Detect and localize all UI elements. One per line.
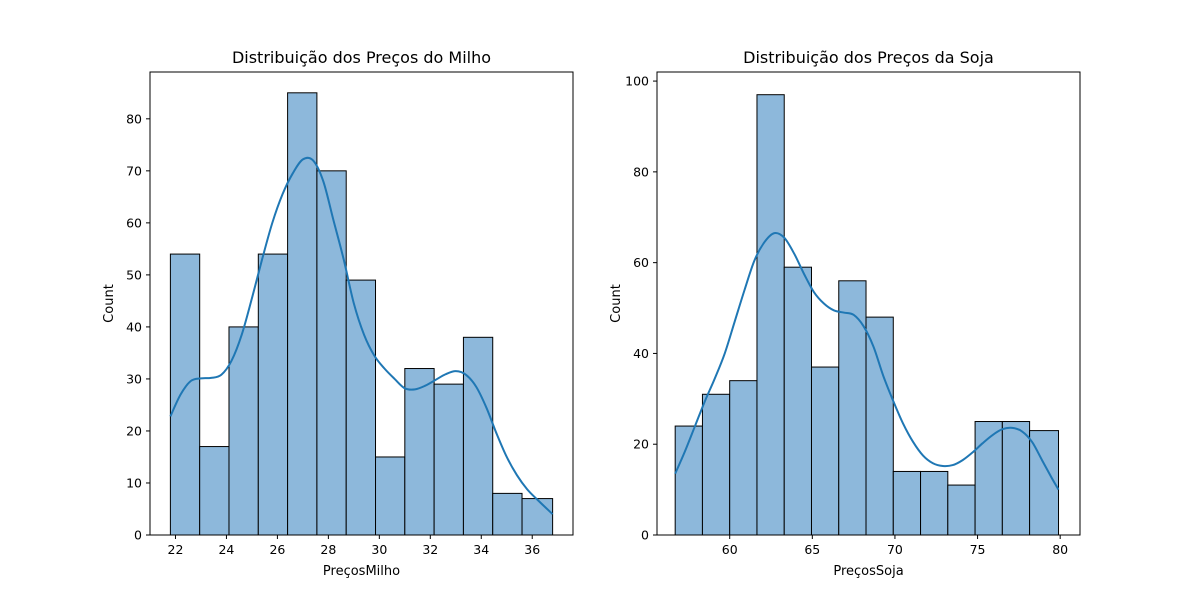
y-tick-label: 100 [625, 74, 649, 89]
x-tick-label: 32 [422, 542, 438, 557]
x-tick-label: 65 [804, 542, 820, 557]
yticks-milho: 0 10 20 30 40 50 60 70 80 [126, 111, 150, 543]
histogram-bar [729, 380, 758, 536]
x-tick-label: 24 [218, 542, 234, 557]
histogram-bar [756, 94, 785, 536]
x-tick-label: 22 [168, 542, 184, 557]
y-tick-label: 0 [641, 528, 649, 543]
histogram-bar [257, 253, 289, 536]
yticks-soja: 0 20 40 60 80 100 [625, 74, 657, 543]
kde-milho [169, 156, 554, 515]
histogram-bar [404, 368, 435, 536]
histogram-bar [701, 393, 731, 536]
x-tick-label: 75 [970, 542, 986, 557]
histogram-bar [838, 280, 867, 536]
histogram-bar [521, 498, 554, 536]
histogram-bar [433, 383, 464, 536]
histogram-bar [228, 326, 259, 536]
histogram-bar [345, 279, 377, 536]
y-tick-label: 20 [633, 437, 649, 452]
x-tick-label: 34 [473, 542, 489, 557]
histogram-bar [375, 456, 406, 536]
histogram-bar [892, 470, 922, 536]
chart-title-soja: Distribuição dos Preços da Soja [743, 48, 994, 67]
x-tick-label: 30 [371, 542, 387, 557]
histogram-bar [316, 170, 347, 536]
axes-frame-milho [149, 71, 574, 536]
axes-frame-soja [656, 71, 1081, 536]
histogram-bar [947, 484, 976, 536]
x-tick-label: 28 [320, 542, 336, 557]
histogram-bar [492, 492, 523, 536]
x-axis-label-milho: PreçosMilho [323, 564, 400, 579]
y-tick-label: 60 [633, 255, 649, 270]
x-axis-label-soja: PreçosSoja [833, 564, 903, 579]
histogram-bar [1001, 421, 1031, 536]
y-tick-label: 40 [126, 319, 142, 334]
bars-milho [169, 92, 554, 536]
histogram-bar [462, 336, 494, 536]
chart-soja: 60 65 70 75 80 0 20 40 60 80 100 Distribuição dos… [609, 48, 1081, 579]
y-axis-label-soja: Count [609, 284, 624, 323]
y-axis-label-milho: Count [102, 284, 117, 323]
chart-title-milho: Distribuição dos Preços do Milho [232, 48, 491, 67]
x-tick-label: 70 [887, 542, 903, 557]
y-tick-label: 30 [126, 371, 142, 386]
kde-line [169, 156, 554, 515]
x-tick-label: 80 [1052, 542, 1068, 557]
histogram-bar [865, 316, 894, 536]
chart-milho: 22 24 26 28 30 32 34 36 0 10 20 30 40 50 60 70 80 Distr… [102, 48, 574, 579]
x-tick-label: 36 [524, 542, 540, 557]
kde-soja [674, 231, 1060, 491]
y-tick-label: 60 [126, 215, 142, 230]
xticks-soja: 60 65 70 75 80 [722, 535, 1068, 557]
histogram-bar [920, 470, 949, 536]
y-tick-label: 50 [126, 267, 142, 282]
y-tick-label: 70 [126, 163, 142, 178]
kde-line [674, 231, 1060, 491]
y-tick-label: 80 [633, 164, 649, 179]
histogram-bar [783, 266, 812, 536]
x-tick-label: 60 [722, 542, 738, 557]
histogram-bar [169, 253, 201, 536]
y-tick-label: 20 [126, 423, 142, 438]
y-tick-label: 0 [134, 528, 142, 543]
histogram-bar [199, 446, 230, 536]
histogram-bar [974, 421, 1003, 536]
x-tick-label: 26 [269, 542, 285, 557]
histogram-bar [810, 366, 840, 536]
y-tick-label: 80 [126, 111, 142, 126]
y-tick-label: 10 [126, 475, 142, 490]
y-tick-label: 40 [633, 346, 649, 361]
xticks-milho: 22 24 26 28 30 32 34 36 [168, 535, 540, 557]
